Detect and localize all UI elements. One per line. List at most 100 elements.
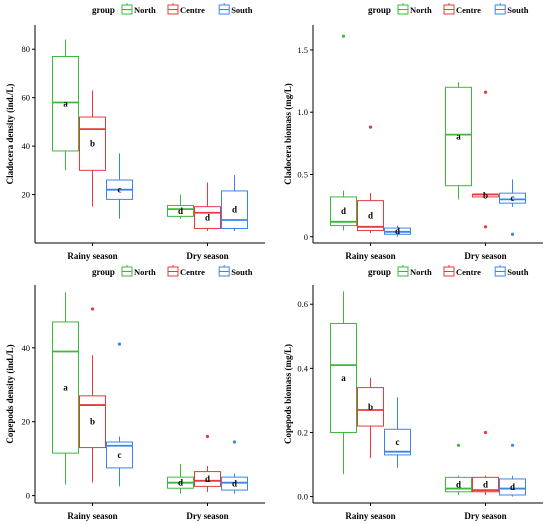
y-tick-label: 40: [22, 141, 31, 151]
legend-label-south: South: [507, 5, 529, 15]
x-tick-label: Rainy season: [67, 251, 117, 261]
y-tick-label: 0: [304, 232, 308, 242]
legend-key-centre: [167, 3, 179, 15]
legend-label-centre: Centre: [456, 5, 481, 15]
y-tick-label: 20: [22, 190, 31, 200]
legend-label-south: South: [231, 5, 253, 15]
box-body: [445, 86, 472, 187]
box-body: [167, 204, 194, 217]
significance-label: c: [118, 450, 122, 460]
significance-label: c: [118, 185, 122, 195]
legend-key-north: [397, 265, 409, 277]
legend: group North Centre South: [92, 3, 253, 15]
x-tick-label: Rainy season: [345, 511, 395, 521]
box-body: [330, 322, 357, 433]
significance-label: d: [395, 226, 400, 236]
x-tick-label: Dry season: [186, 511, 228, 521]
significance-label: b: [90, 139, 95, 149]
box-centre-dry: d: [194, 434, 221, 492]
box-centre-rainy: b: [79, 90, 106, 207]
box-south-rainy: c: [384, 397, 411, 468]
box-body: [221, 190, 248, 229]
box-north-rainy: d: [330, 34, 357, 231]
y-axis-title: Copepods biomass (mg/L): [283, 344, 293, 444]
outlier-point: [117, 342, 122, 346]
box-body: [194, 471, 221, 487]
legend-label-centre: Centre: [180, 5, 205, 15]
y-tick-label: 60: [22, 93, 31, 103]
significance-label: d: [368, 211, 373, 221]
x-tick-label: Dry season: [464, 511, 506, 521]
box-body: [499, 192, 526, 204]
significance-label: d: [483, 480, 488, 490]
significance-label: b: [368, 402, 373, 412]
significance-label: d: [205, 213, 210, 223]
significance-label: c: [511, 193, 515, 203]
box-north-dry: d: [167, 464, 194, 494]
significance-label: d: [232, 205, 237, 215]
y-tick-label: 0.4: [297, 363, 308, 373]
legend-key-north: [121, 3, 133, 15]
box-north-dry: a: [445, 82, 472, 200]
y-tick-label: 0.6: [297, 299, 308, 309]
significance-label: b: [483, 191, 488, 201]
legend-key-north: [121, 265, 133, 277]
box-centre-rainy: d: [357, 125, 384, 234]
outlier-point: [368, 125, 373, 129]
outlier-point: [483, 90, 488, 94]
significance-label: a: [456, 131, 461, 141]
box-south-dry: d: [221, 175, 248, 231]
legend: group North Centre South: [368, 3, 529, 15]
panel-4: group North Centre South 0.0 0.2 0.4 0.6 Copepod…: [283, 265, 543, 521]
box-centre-dry: d: [472, 430, 499, 495]
legend-label-north: North: [134, 5, 156, 15]
legend-label-centre: Centre: [180, 267, 205, 277]
y-tick-label: 0.2: [297, 427, 308, 437]
legend-title: group: [92, 5, 115, 15]
box-body: [52, 55, 79, 152]
y-axis-title: Copepods density (ind./L): [5, 344, 15, 443]
y-axis-title: Cladocera density (ind./L): [5, 84, 15, 185]
significance-label: d: [456, 480, 461, 490]
outlier-point: [510, 443, 515, 447]
legend-key-south: [218, 265, 230, 277]
legend-key-centre: [167, 265, 179, 277]
legend-title: group: [368, 5, 391, 15]
legend-key-north: [397, 3, 409, 15]
legend-key-south: [494, 265, 506, 277]
box-centre-dry: d: [194, 182, 221, 231]
y-tick-label: 40: [22, 343, 31, 353]
box-north-rainy: a: [330, 291, 357, 475]
y-axis-title: Cladocera biomass (mg/L): [283, 83, 293, 185]
box-south-rainy: c: [106, 342, 133, 487]
legend-label-centre: Centre: [456, 267, 481, 277]
significance-label: d: [178, 478, 183, 488]
box-body: [357, 387, 384, 427]
panel-3: group North Centre South 0 20 40 Copepods densi…: [5, 265, 265, 521]
outlier-point: [456, 443, 461, 447]
outlier-point: [483, 225, 488, 229]
legend-label-north: North: [410, 267, 432, 277]
significance-label: d: [232, 479, 237, 489]
box-body: [52, 321, 79, 454]
legend-label-north: North: [134, 267, 156, 277]
legend-key-centre: [443, 265, 455, 277]
legend-title: group: [368, 267, 391, 277]
box-body: [384, 428, 411, 456]
box-south-dry: d: [221, 440, 248, 494]
significance-label: b: [90, 417, 95, 427]
box-south-dry: d: [499, 443, 526, 497]
legend-title: group: [92, 267, 115, 277]
box-north-rainy: a: [52, 292, 79, 485]
significance-label: a: [63, 383, 68, 393]
box-body: [79, 116, 106, 171]
y-tick-label: 1.0: [297, 107, 308, 117]
legend-label-north: North: [410, 5, 432, 15]
outlier-point: [341, 34, 346, 38]
x-tick-label: Dry season: [464, 251, 506, 261]
legend: group North Centre South: [92, 265, 253, 277]
significance-label: d: [341, 206, 346, 216]
outlier-point: [205, 434, 210, 439]
legend-key-south: [494, 3, 506, 15]
